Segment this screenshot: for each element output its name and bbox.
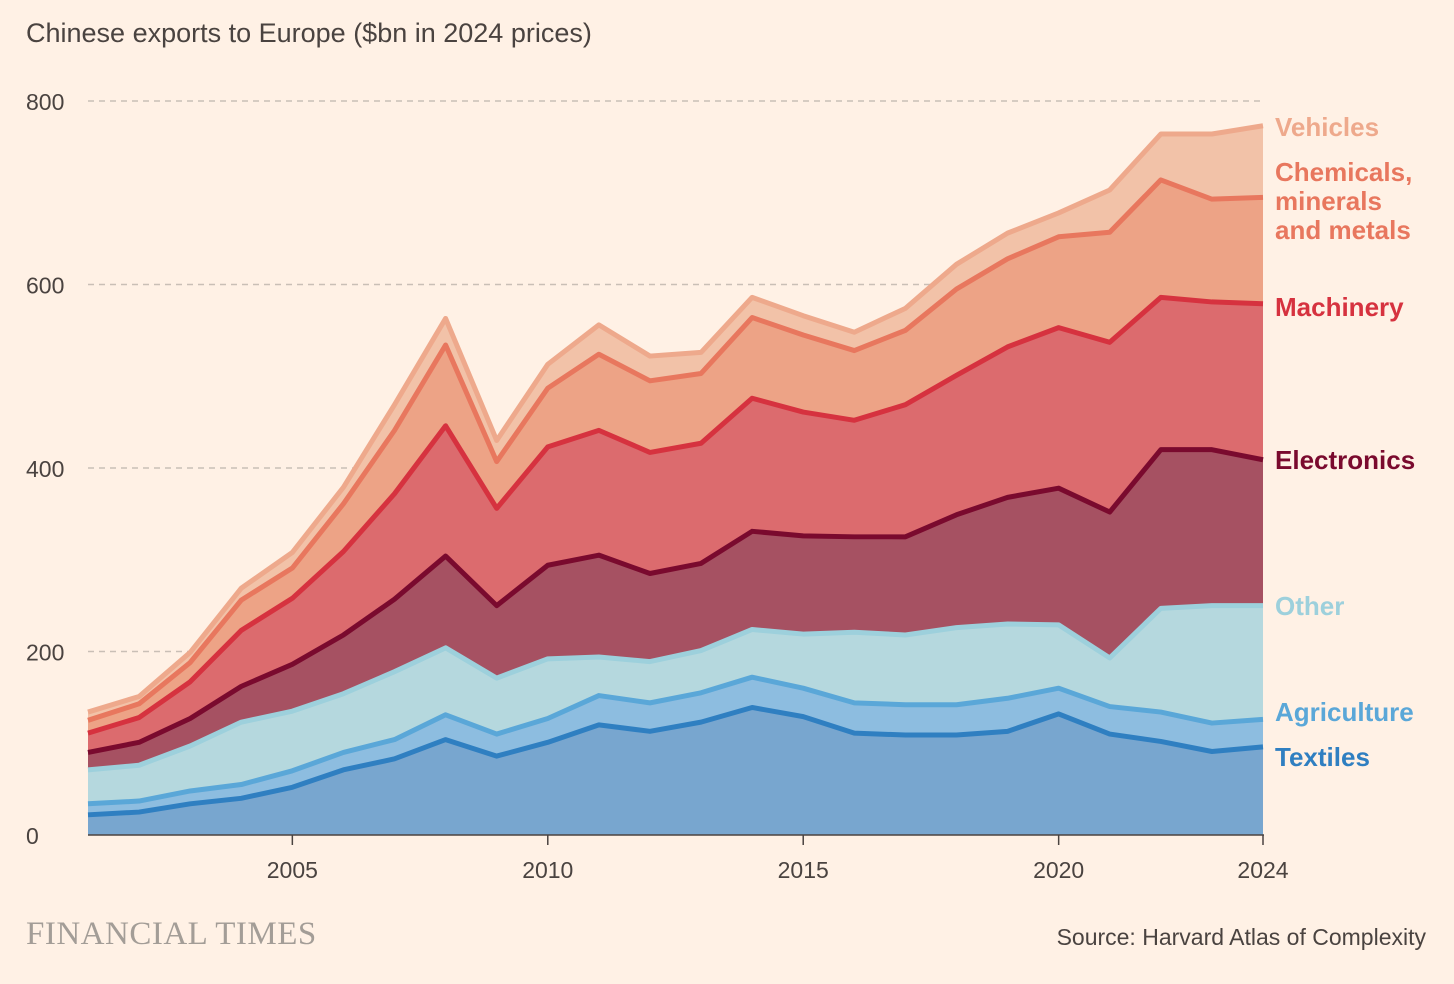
x-tick-label: 2024 bbox=[1237, 857, 1288, 883]
line-other bbox=[87, 603, 1263, 773]
ft-logo: FINANCIAL TIMES bbox=[26, 916, 317, 952]
y-tick-label: 600 bbox=[26, 273, 64, 299]
series-label-vehicles: Vehicles bbox=[1275, 112, 1379, 142]
source-note: Source: Harvard Atlas of Complexity bbox=[1056, 924, 1426, 950]
chart-title: Chinese exports to Europe ($bn in 2024 p… bbox=[26, 18, 592, 48]
area-textiles bbox=[88, 707, 1263, 835]
x-tick-label: 2010 bbox=[522, 857, 573, 883]
area-machinery bbox=[88, 297, 1263, 753]
series-label-other: Other bbox=[1275, 591, 1344, 621]
area-chemicals bbox=[88, 179, 1263, 734]
area-other bbox=[88, 605, 1263, 804]
series-label-agriculture: Agriculture bbox=[1275, 697, 1414, 727]
series-label-electronics: Electronics bbox=[1275, 445, 1415, 475]
line-electronics bbox=[87, 447, 1264, 755]
y-tick-label: 400 bbox=[26, 456, 64, 482]
x-tick-label: 2020 bbox=[1033, 857, 1084, 883]
line-agriculture bbox=[87, 674, 1264, 807]
series-label-textiles: Textiles bbox=[1275, 742, 1370, 772]
y-tick-label: 800 bbox=[26, 89, 64, 115]
y-tick-label: 200 bbox=[26, 640, 64, 666]
line-machinery bbox=[87, 294, 1264, 736]
area-electronics bbox=[88, 449, 1263, 770]
line-textiles bbox=[87, 704, 1264, 818]
x-tick-label: 2005 bbox=[267, 857, 318, 883]
area-agriculture bbox=[88, 677, 1263, 815]
line-chemicals bbox=[87, 177, 1264, 723]
series-label-machinery: Machinery bbox=[1275, 292, 1404, 322]
line-vehicles bbox=[87, 123, 1264, 715]
area-vehicles bbox=[88, 125, 1263, 721]
x-tick-label: 2015 bbox=[778, 857, 829, 883]
series-label-chemicals: Chemicals, minerals and metals bbox=[1275, 157, 1412, 245]
y-tick-label: 0 bbox=[26, 823, 39, 849]
